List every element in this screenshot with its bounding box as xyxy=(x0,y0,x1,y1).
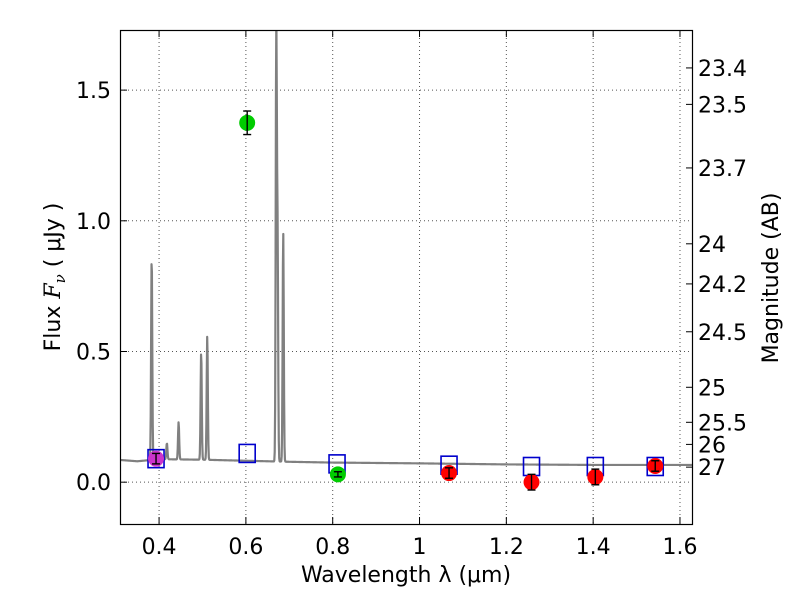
y-label-prefix: Flux xyxy=(41,299,66,352)
y-axis-left: 0.0 0.5 1.0 1.5 xyxy=(76,79,127,496)
x-axis-label: Wavelength λ (μm) xyxy=(301,563,511,588)
magnitude-tick-label: 27 xyxy=(698,456,726,481)
y-label-suffix: ( μJy ) xyxy=(41,203,66,275)
marker-layer xyxy=(147,110,665,491)
magnitude-tick-label: 25 xyxy=(698,376,726,401)
x-tick-label: 1.4 xyxy=(576,535,611,560)
plot-area xyxy=(120,30,693,491)
magnitude-tick-label: 26 xyxy=(698,433,726,458)
plot-frame xyxy=(119,29,694,526)
y-label-symbol: F xyxy=(41,283,66,300)
magnitude-tick-label: 24.2 xyxy=(698,273,747,298)
magnitude-tick-label: 25.5 xyxy=(698,411,747,436)
x-axis: 0.4 0.6 0.8 1 1.2 1.4 1.6 xyxy=(142,30,697,560)
spectrum-layer xyxy=(120,30,693,467)
x-tick-label: 1.6 xyxy=(662,535,697,560)
magnitude-tick-label: 24 xyxy=(698,233,726,258)
magnitude-tick-label: 23.4 xyxy=(698,57,747,82)
x-tick-label: 0.6 xyxy=(228,535,263,560)
model-photometry-square xyxy=(238,443,256,464)
magnitude-tick-label: 23.7 xyxy=(698,157,747,182)
y-tick-label: 1.0 xyxy=(76,210,111,235)
x-tick-label: 1 xyxy=(413,535,427,560)
y-axis-label-left: Flux Fν ( μJy ) xyxy=(41,203,69,352)
y-tick-label: 0.0 xyxy=(76,471,111,496)
model-photometry-square xyxy=(646,456,665,477)
spectrum-line xyxy=(120,30,693,467)
x-tick-label: 0.4 xyxy=(142,535,177,560)
magnitude-tick-label: 24.5 xyxy=(698,321,747,346)
x-tick-label: 0.8 xyxy=(315,535,350,560)
x-tick-label: 1.2 xyxy=(489,535,524,560)
y-label-subscript: ν xyxy=(51,274,69,283)
y-tick-label: 0.5 xyxy=(76,340,111,365)
y-tick-label: 1.5 xyxy=(76,79,111,104)
magnitude-tick-label: 23.5 xyxy=(698,93,747,118)
y-axis-label-right: Magnitude (AB) xyxy=(759,193,784,364)
